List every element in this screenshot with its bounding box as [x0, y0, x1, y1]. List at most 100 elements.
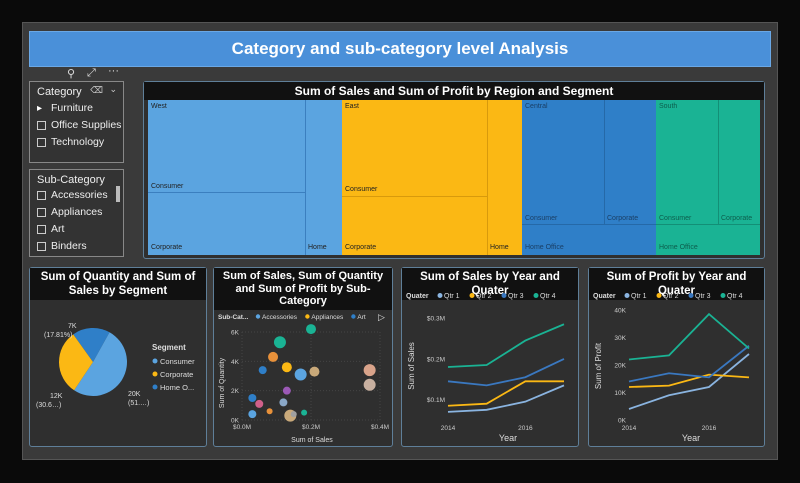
- pie-chart: 7K (17.81%) 12K (30.6…) 20K (51.…) Segme…: [36, 323, 195, 409]
- scatter-legend-title: Sub-Cat...: [218, 314, 249, 321]
- pie-title: Sum of Quantity and Sum of Sales by Segm…: [30, 268, 206, 300]
- scatter-chart: Sub-Cat... Accessories Appliances Art ▷ 0K…: [218, 312, 389, 444]
- sales-legend-title: Quater: [406, 293, 429, 300]
- treemap-region-west[interactable]: West Consumer Corporate Home: [148, 100, 342, 255]
- profit-series-qtr-2[interactable]: [628, 373, 750, 388]
- scatter-point[interactable]: [363, 378, 376, 391]
- scatter-ytick: 6K: [231, 330, 240, 337]
- checkbox[interactable]: [37, 224, 46, 234]
- legend-dot: [305, 314, 310, 319]
- pie-legend-item: Home O...: [160, 383, 194, 392]
- category-item-technology[interactable]: Technology: [37, 136, 104, 148]
- profit-line-panel: Sum of Profit by Year and Quater Quater …: [588, 267, 765, 447]
- sales-series-qtr-1[interactable]: [447, 384, 565, 413]
- eraser-icon[interactable]: ⌫: [90, 85, 103, 95]
- scatter-point[interactable]: [363, 364, 376, 377]
- treemap-region-south[interactable]: South Consumer Corporate Home Office: [656, 100, 760, 255]
- scatter-point[interactable]: [279, 398, 288, 407]
- scatter-point[interactable]: [248, 394, 257, 402]
- scatter-xtick: $0.2M: [302, 424, 320, 431]
- profit-ytick: 0K: [618, 418, 627, 425]
- focus-mode-icon[interactable]: ⤢: [87, 67, 96, 79]
- profit-ytick: 30K: [614, 335, 626, 342]
- profit-series-qtr-4[interactable]: [628, 312, 750, 361]
- pie-legend-title: Segment: [152, 343, 186, 352]
- subcategory-item-accessories[interactable]: Accessories: [37, 189, 108, 201]
- legend-dot: [469, 293, 475, 298]
- legend-dot: [501, 293, 507, 298]
- pie-slice-home-o-[interactable]: [73, 328, 110, 362]
- profit-xtick: 2016: [702, 425, 717, 432]
- checkbox[interactable]: [37, 207, 46, 217]
- category-item-office-supplies[interactable]: Office Supplies: [37, 119, 121, 131]
- legend-dot: [152, 358, 158, 364]
- treemap-panel: Sum of Sales and Sum of Profit by Region…: [143, 81, 765, 259]
- scatter-point[interactable]: [268, 351, 279, 362]
- pie-label-top: 7K: [68, 323, 77, 330]
- scatter-point[interactable]: [248, 410, 257, 419]
- scatter-point[interactable]: [281, 362, 292, 373]
- report-canvas: Category and sub-category level Analysis…: [22, 22, 778, 460]
- cursor-icon: ▸: [37, 102, 43, 114]
- sales-series-qtr-2[interactable]: [447, 380, 564, 407]
- pie-slice-corporate[interactable]: [59, 334, 93, 391]
- scatter-point[interactable]: [294, 368, 307, 381]
- scatter-ytick: 2K: [231, 388, 240, 395]
- category-slicer: Category ⌫ ⌄ ▸ Furniture Office Supplies…: [29, 81, 124, 163]
- sales-line-title: Sum of Sales by Year and Quater: [402, 268, 578, 300]
- checkbox[interactable]: [37, 137, 46, 147]
- scatter-ytick: 0K: [231, 418, 240, 425]
- scatter-point[interactable]: [306, 324, 316, 335]
- legend-next-icon[interactable]: ▷: [378, 312, 385, 322]
- profit-legend-item: Qtr 1: [631, 293, 647, 300]
- profit-xtick: 2014: [622, 425, 637, 432]
- sales-ytick: $0.3M: [427, 316, 445, 323]
- profit-legend-item: Qtr 2: [663, 293, 679, 300]
- scatter-point[interactable]: [255, 399, 264, 408]
- checkbox[interactable]: [37, 190, 46, 200]
- more-options-icon[interactable]: ···: [108, 65, 119, 77]
- scatter-point[interactable]: [290, 411, 297, 418]
- subcategory-item-art[interactable]: Art: [37, 223, 64, 235]
- scatter-xtick: $0.4M: [371, 424, 389, 431]
- treemap-region-east[interactable]: East Consumer Corporate Home: [342, 100, 522, 255]
- report-title: Category and sub-category level Analysis: [231, 39, 569, 58]
- sales-xtick: 2014: [441, 425, 456, 432]
- sales-series-qtr-4[interactable]: [447, 323, 565, 368]
- scatter-legend-item: Art: [357, 314, 366, 321]
- pie-label-top-pct: (17.81%): [44, 332, 72, 339]
- scatter-point[interactable]: [266, 408, 273, 415]
- pie-slice-consumer[interactable]: [74, 332, 128, 397]
- pie-label-right-pct: (51.…): [128, 400, 149, 407]
- scatter-point[interactable]: [301, 409, 308, 416]
- profit-legend-item: Qtr 4: [727, 293, 743, 300]
- checkbox[interactable]: [37, 120, 46, 130]
- scatter-legend-item: Appliances: [311, 314, 344, 321]
- pie-legend-item: Corporate: [160, 370, 193, 379]
- treemap-region-central[interactable]: Central Consumer Corporate Home Office: [522, 100, 656, 255]
- chevron-down-icon[interactable]: ⌄: [109, 84, 117, 94]
- scatter-point[interactable]: [273, 336, 286, 349]
- legend-dot: [533, 293, 539, 298]
- subcategory-item-binders[interactable]: Binders: [37, 240, 87, 252]
- legend-dot: [688, 293, 694, 298]
- sales-xlabel: Year: [499, 433, 517, 443]
- sales-legend-item: Qtr 4: [540, 293, 556, 300]
- scatter-point[interactable]: [282, 386, 291, 395]
- pie-label-left-pct: (30.6…): [36, 402, 61, 409]
- scatter-point[interactable]: [258, 366, 267, 375]
- profit-series-qtr-1[interactable]: [628, 353, 750, 410]
- checkbox[interactable]: [37, 241, 46, 251]
- profit-series-qtr-3[interactable]: [628, 345, 750, 383]
- profit-ytick: 20K: [614, 363, 626, 370]
- subcategory-item-appliances[interactable]: Appliances: [37, 206, 102, 218]
- pie-label-right: 20K: [128, 391, 141, 398]
- legend-dot: [255, 314, 261, 319]
- treemap-title: Sum of Sales and Sum of Profit by Region…: [144, 82, 764, 100]
- category-item-furniture[interactable]: ▸ Furniture: [37, 102, 94, 114]
- slicer-scrollbar[interactable]: [116, 186, 120, 202]
- scatter-point[interactable]: [309, 366, 320, 377]
- filter-icon[interactable]: ⚲: [67, 68, 76, 80]
- sales-series-qtr-3[interactable]: [447, 358, 565, 387]
